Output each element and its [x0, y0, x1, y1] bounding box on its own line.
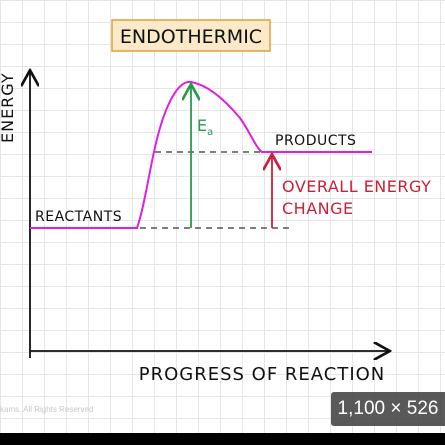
diagram-title: ENDOTHERMIC — [120, 26, 262, 48]
overall-energy-change-label-line2: CHANGE — [282, 199, 354, 218]
energy-profile-diagram[interactable]: ENDOTHERMIC ENERGY PROGRESS OF REACTION … — [0, 0, 445, 433]
diagram-canvas: ENDOTHERMIC ENERGY PROGRESS OF REACTION … — [0, 19, 431, 385]
y-axis-label: ENERGY — [0, 72, 17, 143]
x-axis-label: PROGRESS OF REACTION — [139, 364, 386, 385]
activation-energy-symbol: E — [197, 116, 207, 135]
overall-energy-change-label-line1: OVERALL ENERGY — [282, 177, 431, 196]
copyright-notice: kams. All Rights Reserved — [0, 405, 94, 414]
viewer-bottom-bar — [0, 433, 445, 445]
activation-energy-subscript: a — [207, 127, 213, 138]
energy-profile-curve — [30, 80, 372, 229]
products-label: PRODUCTS — [275, 133, 356, 149]
image-size-badge: 1,100 × 526 — [331, 392, 445, 426]
activation-energy-label: Ea — [197, 116, 213, 138]
title-box — [111, 19, 271, 52]
reactants-label: REACTANTS — [35, 209, 122, 225]
